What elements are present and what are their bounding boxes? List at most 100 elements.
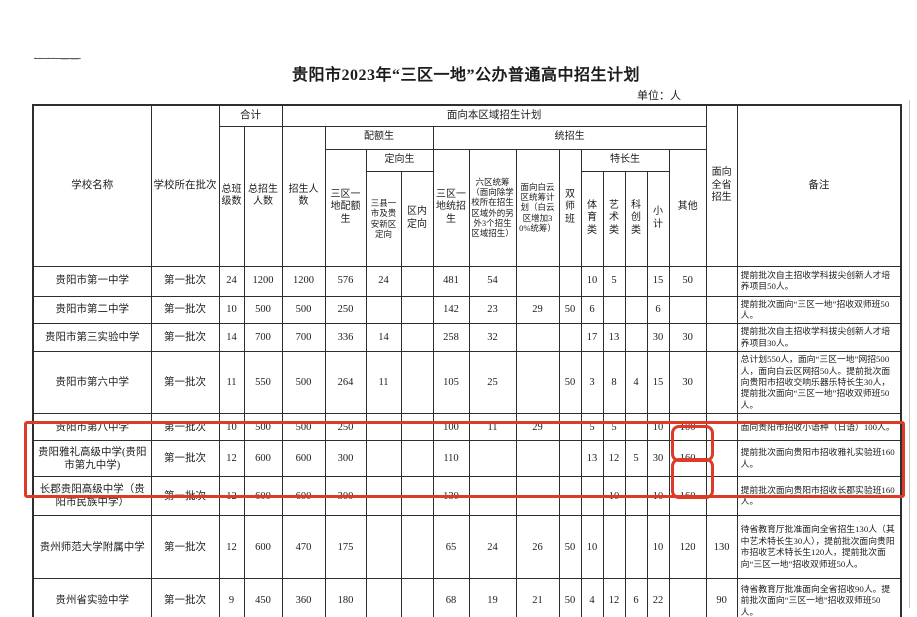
data-cell: 12 [602,440,626,478]
data-cell [400,413,434,442]
remark-cell: 面向贵阳市招收小语种（日语）100人。 [736,413,902,442]
school-name-cell: 贵州师范大学附属中学 [32,515,152,580]
data-cell: 10 [218,295,245,325]
data-cell [705,351,738,415]
data-cell: 10 [646,515,670,580]
data-cell [515,265,560,297]
col-header-total-classes: 总班级数 [218,125,245,267]
table-row: 贵阳市第六中学 第一批次 11 550 500 264 11 105 25 50 3 8 4 15 30 总计… [32,351,902,415]
table-row: 贵阳市第二中学 第一批次 10 500 500 250 142 23 29 50 6 6 提前批次面向“… [32,295,902,325]
remark-cell: 提前批次面向贵阳市招收长郡实验班160人。 [736,476,902,517]
school-name-cell: 贵阳市第八中学 [32,413,152,442]
remark-cell: 提前批次面向贵阳市招收雅礼实验班160人。 [736,440,902,478]
col-header-subtotal: 小计 [646,170,670,267]
data-cell [705,440,738,478]
data-cell: 5 [602,265,626,297]
data-cell: 100 [432,413,470,442]
data-cell: 第一批次 [150,440,220,478]
page-title: 贵阳市2023年“三区一地”公办普通高中招生计划 [291,67,640,84]
data-cell: 25 [468,351,517,415]
data-cell: 50 [558,351,582,415]
data-cell [365,413,402,442]
col-header-enroll-count: 招生人数 [281,125,326,267]
col-header-unified: 统招生 [432,125,707,150]
data-cell [365,515,402,580]
col-header-directed-district: 区内定向 [400,170,434,267]
col-header-school-name: 学校名称 [32,104,152,267]
data-cell: 500 [243,295,283,325]
data-cell [705,323,738,353]
data-cell: 68 [432,578,470,617]
data-cell: 13 [580,440,604,478]
data-cell: 600 [243,440,283,478]
school-name-cell: 贵阳雅礼高级中学(贵阳市第九中学) [32,440,152,478]
data-cell: 5 [624,440,648,478]
table-row: 贵州省实验中学 第一批次 9 450 360 180 68 19 21 50 4 12 6 22 90 待省教… [32,578,902,617]
col-header-six-district: 六区统筹（面向除学校所在招生区域外的另外3个招生区域招生） [468,148,517,267]
data-cell: 第一批次 [150,515,220,580]
data-cell: 6 [646,295,670,325]
col-header-dual-teacher: 双师班 [558,148,582,267]
data-cell: 24 [218,265,245,297]
col-header-batch: 学校所在批次 [150,104,220,267]
table-row: 贵阳雅礼高级中学(贵阳市第九中学) 第一批次 12 600 600 300 110 13 12 5… [32,440,902,478]
col-header-directed: 定向生 [365,148,434,172]
school-name-cell: 贵阳市第六中学 [32,351,152,415]
data-cell: 24 [468,515,517,580]
data-cell: 10 [218,413,245,442]
data-cell [624,515,648,580]
data-cell: 第一批次 [150,323,220,353]
data-cell: 1200 [281,265,326,297]
school-name-cell: 贵阳市第三实验中学 [32,323,152,353]
remark-cell: 提前批次自主招收学科拔尖创新人才培养项目30人。 [736,323,902,353]
data-cell [400,265,434,297]
data-cell: 50 [558,515,582,580]
scan-page-edge-line [909,100,910,608]
data-cell: 500 [281,413,326,442]
data-cell: 9 [218,578,245,617]
col-header-remark: 备注 [736,104,902,267]
col-header-special: 特长生 [580,148,670,172]
data-cell: 30 [646,323,670,353]
data-cell [705,265,738,297]
data-cell [400,323,434,353]
data-cell: 360 [281,578,326,617]
data-cell [558,440,582,478]
col-header-quota-3q1d: 三区一地配额生 [324,148,367,267]
data-cell: 1200 [243,265,283,297]
data-cell [705,476,738,517]
col-header-other: 其他 [668,148,707,267]
data-cell: 160 [668,440,707,478]
col-header-directed-counties: 三县一市及贵安新区定向 [365,170,402,267]
data-cell [668,578,707,617]
col-header-sports: 体育类 [580,170,604,267]
data-cell: 576 [324,265,367,297]
data-cell: 17 [580,323,604,353]
data-cell [705,413,738,442]
data-cell: 第一批次 [150,295,220,325]
data-cell: 3 [580,351,604,415]
col-header-unified-3q1d: 三区一地统招生 [432,148,470,267]
data-cell [468,440,517,478]
data-cell [400,578,434,617]
data-cell: 105 [432,351,470,415]
data-cell [624,413,648,442]
data-cell [365,578,402,617]
data-cell: 300 [324,476,367,517]
data-cell: 30 [668,351,707,415]
col-header-arts: 艺术类 [602,170,626,267]
data-cell: 第一批次 [150,351,220,415]
data-cell: 15 [646,351,670,415]
enrollment-plan-table: 学校名称 学校所在批次 合计 面向本区域招生计划 面向全省招生 备注 总班级数 … [32,104,903,617]
data-cell [365,476,402,517]
table-row: 贵州师范大学附属中学 第一批次 12 600 470 175 65 24 26 50 10 10 120… [32,515,902,580]
data-cell [624,295,648,325]
data-cell [515,351,560,415]
data-cell: 250 [324,295,367,325]
data-cell: 第一批次 [150,476,220,517]
data-cell: 264 [324,351,367,415]
data-cell: 21 [515,578,560,617]
data-cell [624,323,648,353]
data-cell [468,476,517,517]
